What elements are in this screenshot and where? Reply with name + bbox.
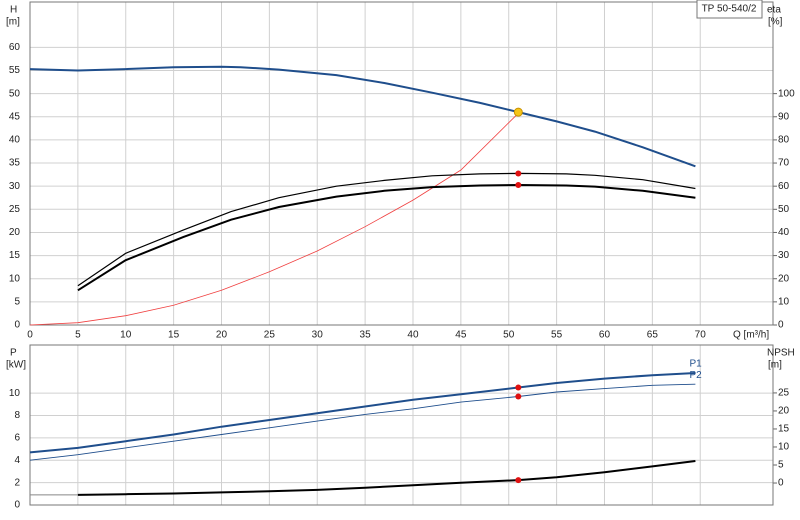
x-tick-label: 10 — [120, 330, 132, 341]
y2-tick-label: 70 — [778, 158, 790, 169]
y-tick-label: 0 — [14, 320, 20, 331]
y-tick-label: 35 — [9, 158, 21, 169]
x-tick-label: 5 — [75, 330, 81, 341]
y2-axis-label: NPSH — [767, 348, 795, 359]
operating-point — [515, 393, 522, 400]
y2-axis-label: eta — [767, 5, 781, 16]
x-tick-label: 25 — [264, 330, 276, 341]
series-line — [77, 460, 696, 496]
y2-tick-label: 30 — [778, 250, 790, 261]
y-tick-label: 60 — [9, 42, 21, 53]
y2-tick-label: 25 — [778, 388, 790, 399]
plot-frame — [29, 1, 774, 326]
title-box — [696, 0, 763, 19]
y2-tick-label: 15 — [778, 424, 790, 435]
series-label: P2 — [689, 370, 702, 381]
y2-tick-label: 10 — [778, 442, 790, 453]
x-tick-label: 30 — [312, 330, 324, 341]
y-axis-unit: [m] — [6, 17, 20, 28]
x-tick-label: 70 — [695, 330, 707, 341]
series-line — [29, 113, 519, 326]
x-tick-label: 15 — [168, 330, 180, 341]
series-line — [29, 65, 696, 168]
series-line — [77, 172, 696, 287]
y-tick-label: 25 — [9, 204, 21, 215]
x-tick-label: 55 — [551, 330, 563, 341]
x-tick-label: 40 — [407, 330, 419, 341]
y-tick-label: 55 — [9, 65, 21, 76]
y2-tick-label: 5 — [778, 460, 784, 471]
y-tick-label: 40 — [9, 135, 21, 146]
y2-tick-label: 100 — [778, 88, 795, 99]
operating-point — [515, 182, 522, 189]
x-tick-label: 35 — [360, 330, 372, 341]
y-tick-label: 6 — [14, 433, 20, 444]
plot-frame — [29, 344, 774, 506]
y-tick-label: 10 — [9, 388, 21, 399]
operating-point — [513, 107, 523, 117]
x-tick-label: 65 — [647, 330, 659, 341]
y-tick-label: 45 — [9, 111, 21, 122]
series-line — [77, 183, 696, 292]
y-tick-label: 15 — [9, 250, 21, 261]
y2-tick-label: 20 — [778, 273, 790, 284]
x-tick-label: 60 — [599, 330, 611, 341]
y-axis-unit: [kW] — [6, 360, 26, 371]
y-axis-label: H — [10, 5, 17, 16]
y-tick-label: 5 — [14, 297, 20, 308]
x-tick-label: 0 — [27, 330, 33, 341]
x-axis-label: Q [m³/h] — [733, 330, 769, 341]
y-tick-label: 8 — [14, 410, 20, 421]
x-tick-label: 45 — [455, 330, 467, 341]
x-tick-label: 50 — [503, 330, 515, 341]
y-axis-label: P — [10, 348, 17, 359]
y2-tick-label: 10 — [778, 297, 790, 308]
y-tick-label: 4 — [14, 455, 20, 466]
x-tick-label: 20 — [216, 330, 228, 341]
operating-point — [515, 477, 522, 484]
y2-tick-label: 20 — [778, 406, 790, 417]
y-tick-label: 0 — [14, 500, 20, 511]
y-tick-label: 2 — [14, 477, 20, 488]
y2-axis-unit: [m] — [768, 360, 782, 371]
chart-title: TP 50-540/2 — [702, 4, 757, 15]
y2-tick-label: 0 — [778, 478, 784, 489]
y-tick-label: 30 — [9, 181, 21, 192]
series-line — [29, 383, 696, 461]
y-tick-label: 10 — [9, 273, 21, 284]
operating-point — [515, 384, 522, 391]
y2-axis-unit: [%] — [768, 17, 783, 28]
series-line — [29, 372, 696, 454]
series-label: P1 — [689, 359, 702, 370]
y2-tick-label: 40 — [778, 227, 790, 238]
y-tick-label: 50 — [9, 88, 21, 99]
y2-tick-label: 60 — [778, 181, 790, 192]
y2-tick-label: 0 — [778, 320, 784, 331]
y2-tick-label: 90 — [778, 111, 790, 122]
y2-tick-label: 50 — [778, 204, 790, 215]
y-tick-label: 20 — [9, 227, 21, 238]
y2-tick-label: 80 — [778, 135, 790, 146]
operating-point — [515, 170, 522, 177]
